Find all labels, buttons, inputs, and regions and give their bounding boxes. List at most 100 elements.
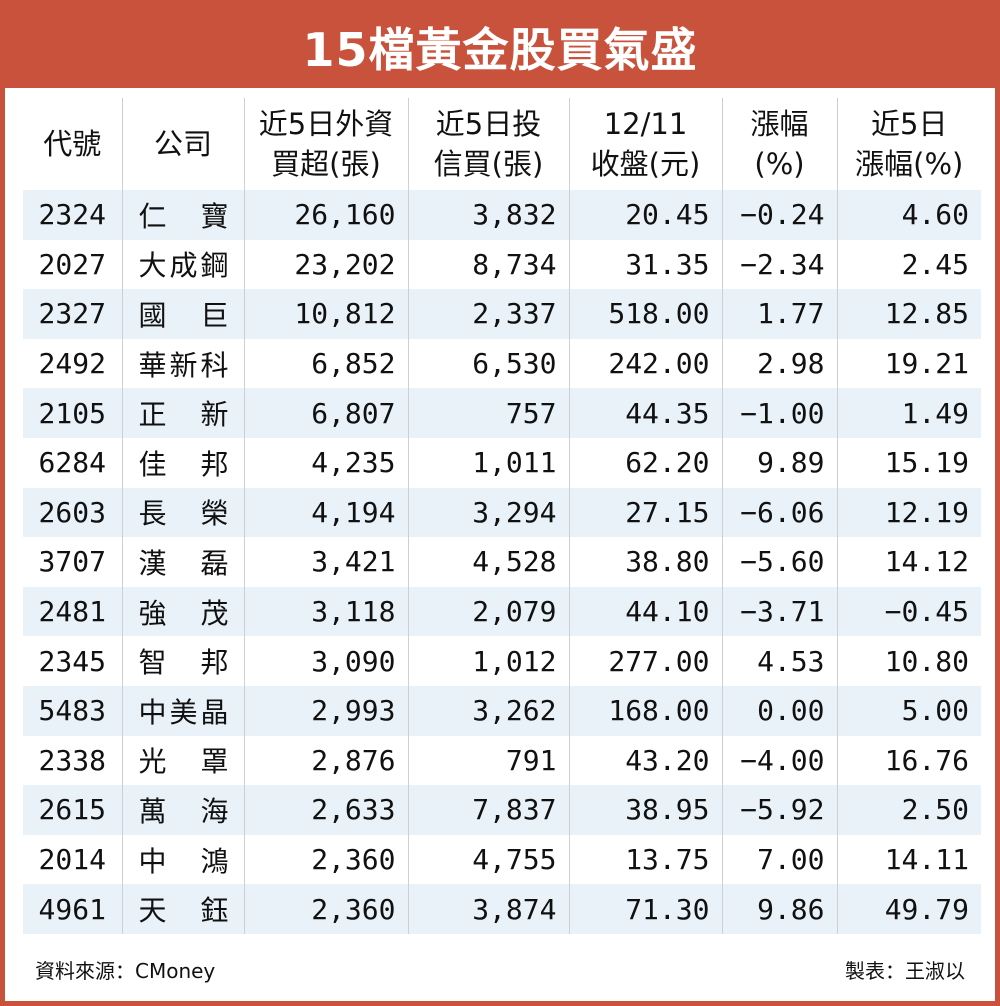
cell-change: 9.89 (722, 437, 838, 488)
cell-change: 0.00 (722, 685, 838, 736)
cell-code: 3707 (23, 537, 123, 587)
cell-foreign-buy: 23,202 (244, 239, 409, 290)
header-row: 代號 公司 近5日外資 買超(張) 近5日投 信買(張) 12/11 收盤(元) 漲幅 (%) 近5… (23, 98, 981, 190)
cell-close: 62.20 (569, 437, 723, 488)
cell-close: 31.35 (569, 239, 723, 290)
cell-5day-change: 2.50 (837, 785, 981, 835)
cell-5day-change: 5.00 (837, 685, 981, 736)
header-trust-buy: 近5日投 信買(張) (408, 98, 570, 190)
cell-foreign-buy: 2,876 (244, 735, 409, 786)
cell-5day-change: 16.76 (837, 735, 981, 786)
cell-5day-change: 10.80 (837, 636, 981, 686)
table-row: 2492 華新科 6,852 6,530 242.00 2.98 19.21 (23, 338, 981, 389)
cell-code: 2492 (23, 338, 123, 389)
table-row: 2481 強茂 3,118 2,079 44.10 −3.71 −0.45 (23, 586, 981, 637)
cell-5day-change: 19.21 (837, 338, 981, 389)
stock-table: 代號 公司 近5日外資 買超(張) 近5日投 信買(張) 12/11 收盤(元) 漲幅 (%) 近5… (23, 98, 981, 934)
header-change: 漲幅 (%) (722, 98, 838, 190)
header-company: 公司 (122, 98, 245, 190)
table-row: 2615 萬海 2,633 7,837 38.95 −5.92 2.50 (23, 785, 981, 835)
cell-foreign-buy: 2,633 (244, 785, 409, 835)
cell-code: 6284 (23, 437, 123, 488)
cell-change: 7.00 (722, 834, 838, 885)
cell-foreign-buy: 6,807 (244, 388, 409, 438)
cell-5day-change: 14.11 (837, 834, 981, 885)
cell-company: 漢磊 (122, 537, 245, 587)
cell-close: 27.15 (569, 487, 723, 538)
cell-close: 168.00 (569, 685, 723, 736)
cell-company: 光罩 (122, 735, 245, 786)
cell-trust-buy: 2,337 (408, 289, 570, 339)
cell-foreign-buy: 3,090 (244, 636, 409, 686)
cell-company: 智邦 (122, 636, 245, 686)
cell-change: −6.06 (722, 487, 838, 538)
source-note: 資料來源：CMoney (35, 959, 216, 983)
cell-close: 71.30 (569, 884, 723, 934)
cell-close: 44.10 (569, 586, 723, 637)
cell-company: 中美晶 (122, 685, 245, 736)
cell-company: 中鴻 (122, 834, 245, 885)
table-row: 2105 正新 6,807 757 44.35 −1.00 1.49 (23, 388, 981, 438)
cell-close: 277.00 (569, 636, 723, 686)
cell-company: 佳邦 (122, 437, 245, 488)
table-row: 5483 中美晶 2,993 3,262 168.00 0.00 5.00 (23, 685, 981, 736)
cell-code: 2615 (23, 785, 123, 835)
cell-close: 13.75 (569, 834, 723, 885)
table-row: 2338 光罩 2,876 791 43.20 −4.00 16.76 (23, 735, 981, 786)
cell-company: 強茂 (122, 586, 245, 637)
cell-code: 4961 (23, 884, 123, 934)
cell-code: 2327 (23, 289, 123, 339)
cell-trust-buy: 3,832 (408, 190, 570, 240)
table-row: 3707 漢磊 3,421 4,528 38.80 −5.60 14.12 (23, 537, 981, 587)
table-row: 4961 天鈺 2,360 3,874 71.30 9.86 49.79 (23, 884, 981, 934)
cell-trust-buy: 791 (408, 735, 570, 786)
cell-close: 20.45 (569, 190, 723, 240)
cell-code: 2345 (23, 636, 123, 686)
cell-trust-buy: 757 (408, 388, 570, 438)
cell-foreign-buy: 26,160 (244, 190, 409, 240)
cell-5day-change: 12.19 (837, 487, 981, 538)
cell-5day-change: 12.85 (837, 289, 981, 339)
cell-company: 仁寶 (122, 190, 245, 240)
cell-company: 長榮 (122, 487, 245, 538)
cell-close: 43.20 (569, 735, 723, 786)
cell-close: 44.35 (569, 388, 723, 438)
cell-trust-buy: 3,294 (408, 487, 570, 538)
cell-trust-buy: 6,530 (408, 338, 570, 389)
page-title: 15檔黃金股買氣盛 (302, 22, 698, 77)
cell-company: 華新科 (122, 338, 245, 389)
cell-foreign-buy: 10,812 (244, 289, 409, 339)
table-row: 2027 大成鋼 23,202 8,734 31.35 −2.34 2.45 (23, 239, 981, 290)
cell-5day-change: 2.45 (837, 239, 981, 290)
table-body: 2324 仁寶 26,160 3,832 20.45 −0.24 4.60 2027 大成鋼 23… (23, 190, 981, 934)
cell-foreign-buy: 4,194 (244, 487, 409, 538)
cell-code: 5483 (23, 685, 123, 736)
table-row: 2327 國巨 10,812 2,337 518.00 1.77 12.85 (23, 289, 981, 339)
cell-code: 2324 (23, 190, 123, 240)
cell-foreign-buy: 2,993 (244, 685, 409, 736)
cell-trust-buy: 3,874 (408, 884, 570, 934)
cell-foreign-buy: 2,360 (244, 884, 409, 934)
cell-change: −4.00 (722, 735, 838, 786)
cell-change: −1.00 (722, 388, 838, 438)
cell-foreign-buy: 2,360 (244, 834, 409, 885)
cell-change: −0.24 (722, 190, 838, 240)
cell-code: 2338 (23, 735, 123, 786)
header-5day-change: 近5日 漲幅(%) (855, 107, 964, 181)
cell-company: 正新 (122, 388, 245, 438)
cell-trust-buy: 7,837 (408, 785, 570, 835)
cell-trust-buy: 1,012 (408, 636, 570, 686)
cell-trust-buy: 3,262 (408, 685, 570, 736)
cell-5day-change: 15.19 (837, 437, 981, 488)
cell-company: 大成鋼 (122, 239, 245, 290)
cell-change: 4.53 (722, 636, 838, 686)
cell-company: 國巨 (122, 289, 245, 339)
cell-foreign-buy: 4,235 (244, 437, 409, 488)
cell-trust-buy: 8,734 (408, 239, 570, 290)
table-row: 2345 智邦 3,090 1,012 277.00 4.53 10.80 (23, 636, 981, 686)
header-foreign-buy: 近5日外資 買超(張) (244, 98, 409, 190)
cell-code: 2105 (23, 388, 123, 438)
cell-close: 518.00 (569, 289, 723, 339)
cell-close: 38.80 (569, 537, 723, 587)
